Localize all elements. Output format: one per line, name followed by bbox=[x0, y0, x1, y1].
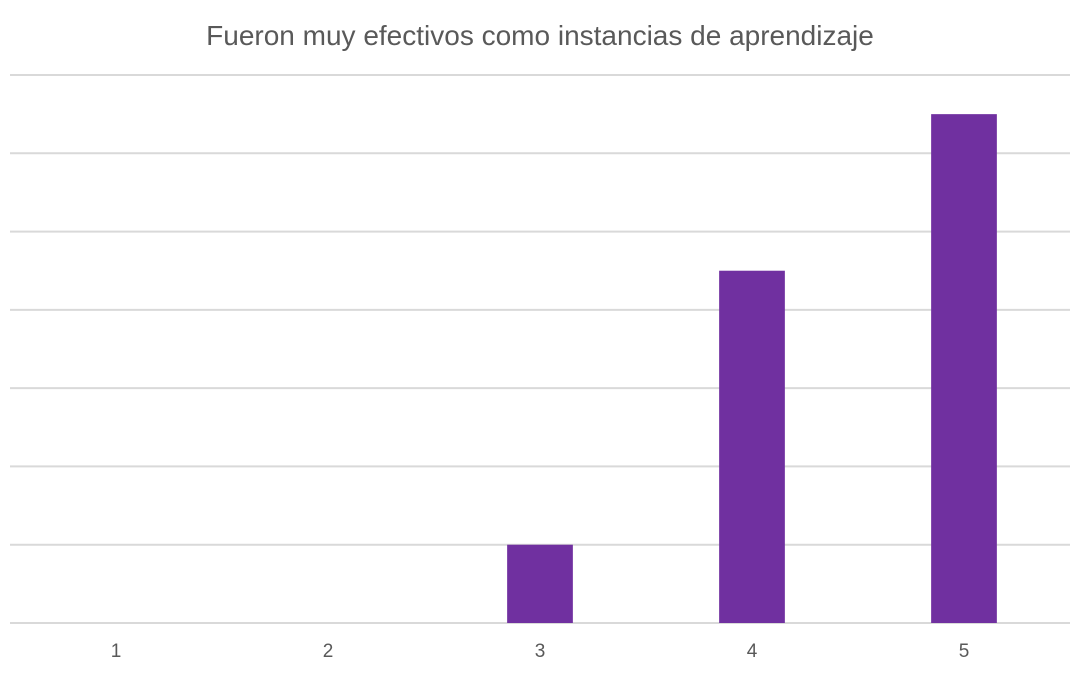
x-tick-label-3: 3 bbox=[535, 641, 546, 662]
x-tick-label-5: 5 bbox=[959, 641, 970, 662]
x-tick-label-2: 2 bbox=[323, 641, 334, 662]
x-tick-label-4: 4 bbox=[747, 641, 758, 662]
bar-4 bbox=[719, 270, 785, 623]
bar-5 bbox=[931, 114, 997, 624]
bars bbox=[507, 114, 997, 624]
bar-3 bbox=[507, 544, 573, 623]
x-tick-label-1: 1 bbox=[111, 641, 122, 662]
gridlines bbox=[10, 74, 1070, 624]
chart-title: Fueron muy efectivos como instancias de … bbox=[206, 20, 874, 51]
x-axis-tick-labels: 1 2 3 4 5 bbox=[111, 641, 970, 662]
